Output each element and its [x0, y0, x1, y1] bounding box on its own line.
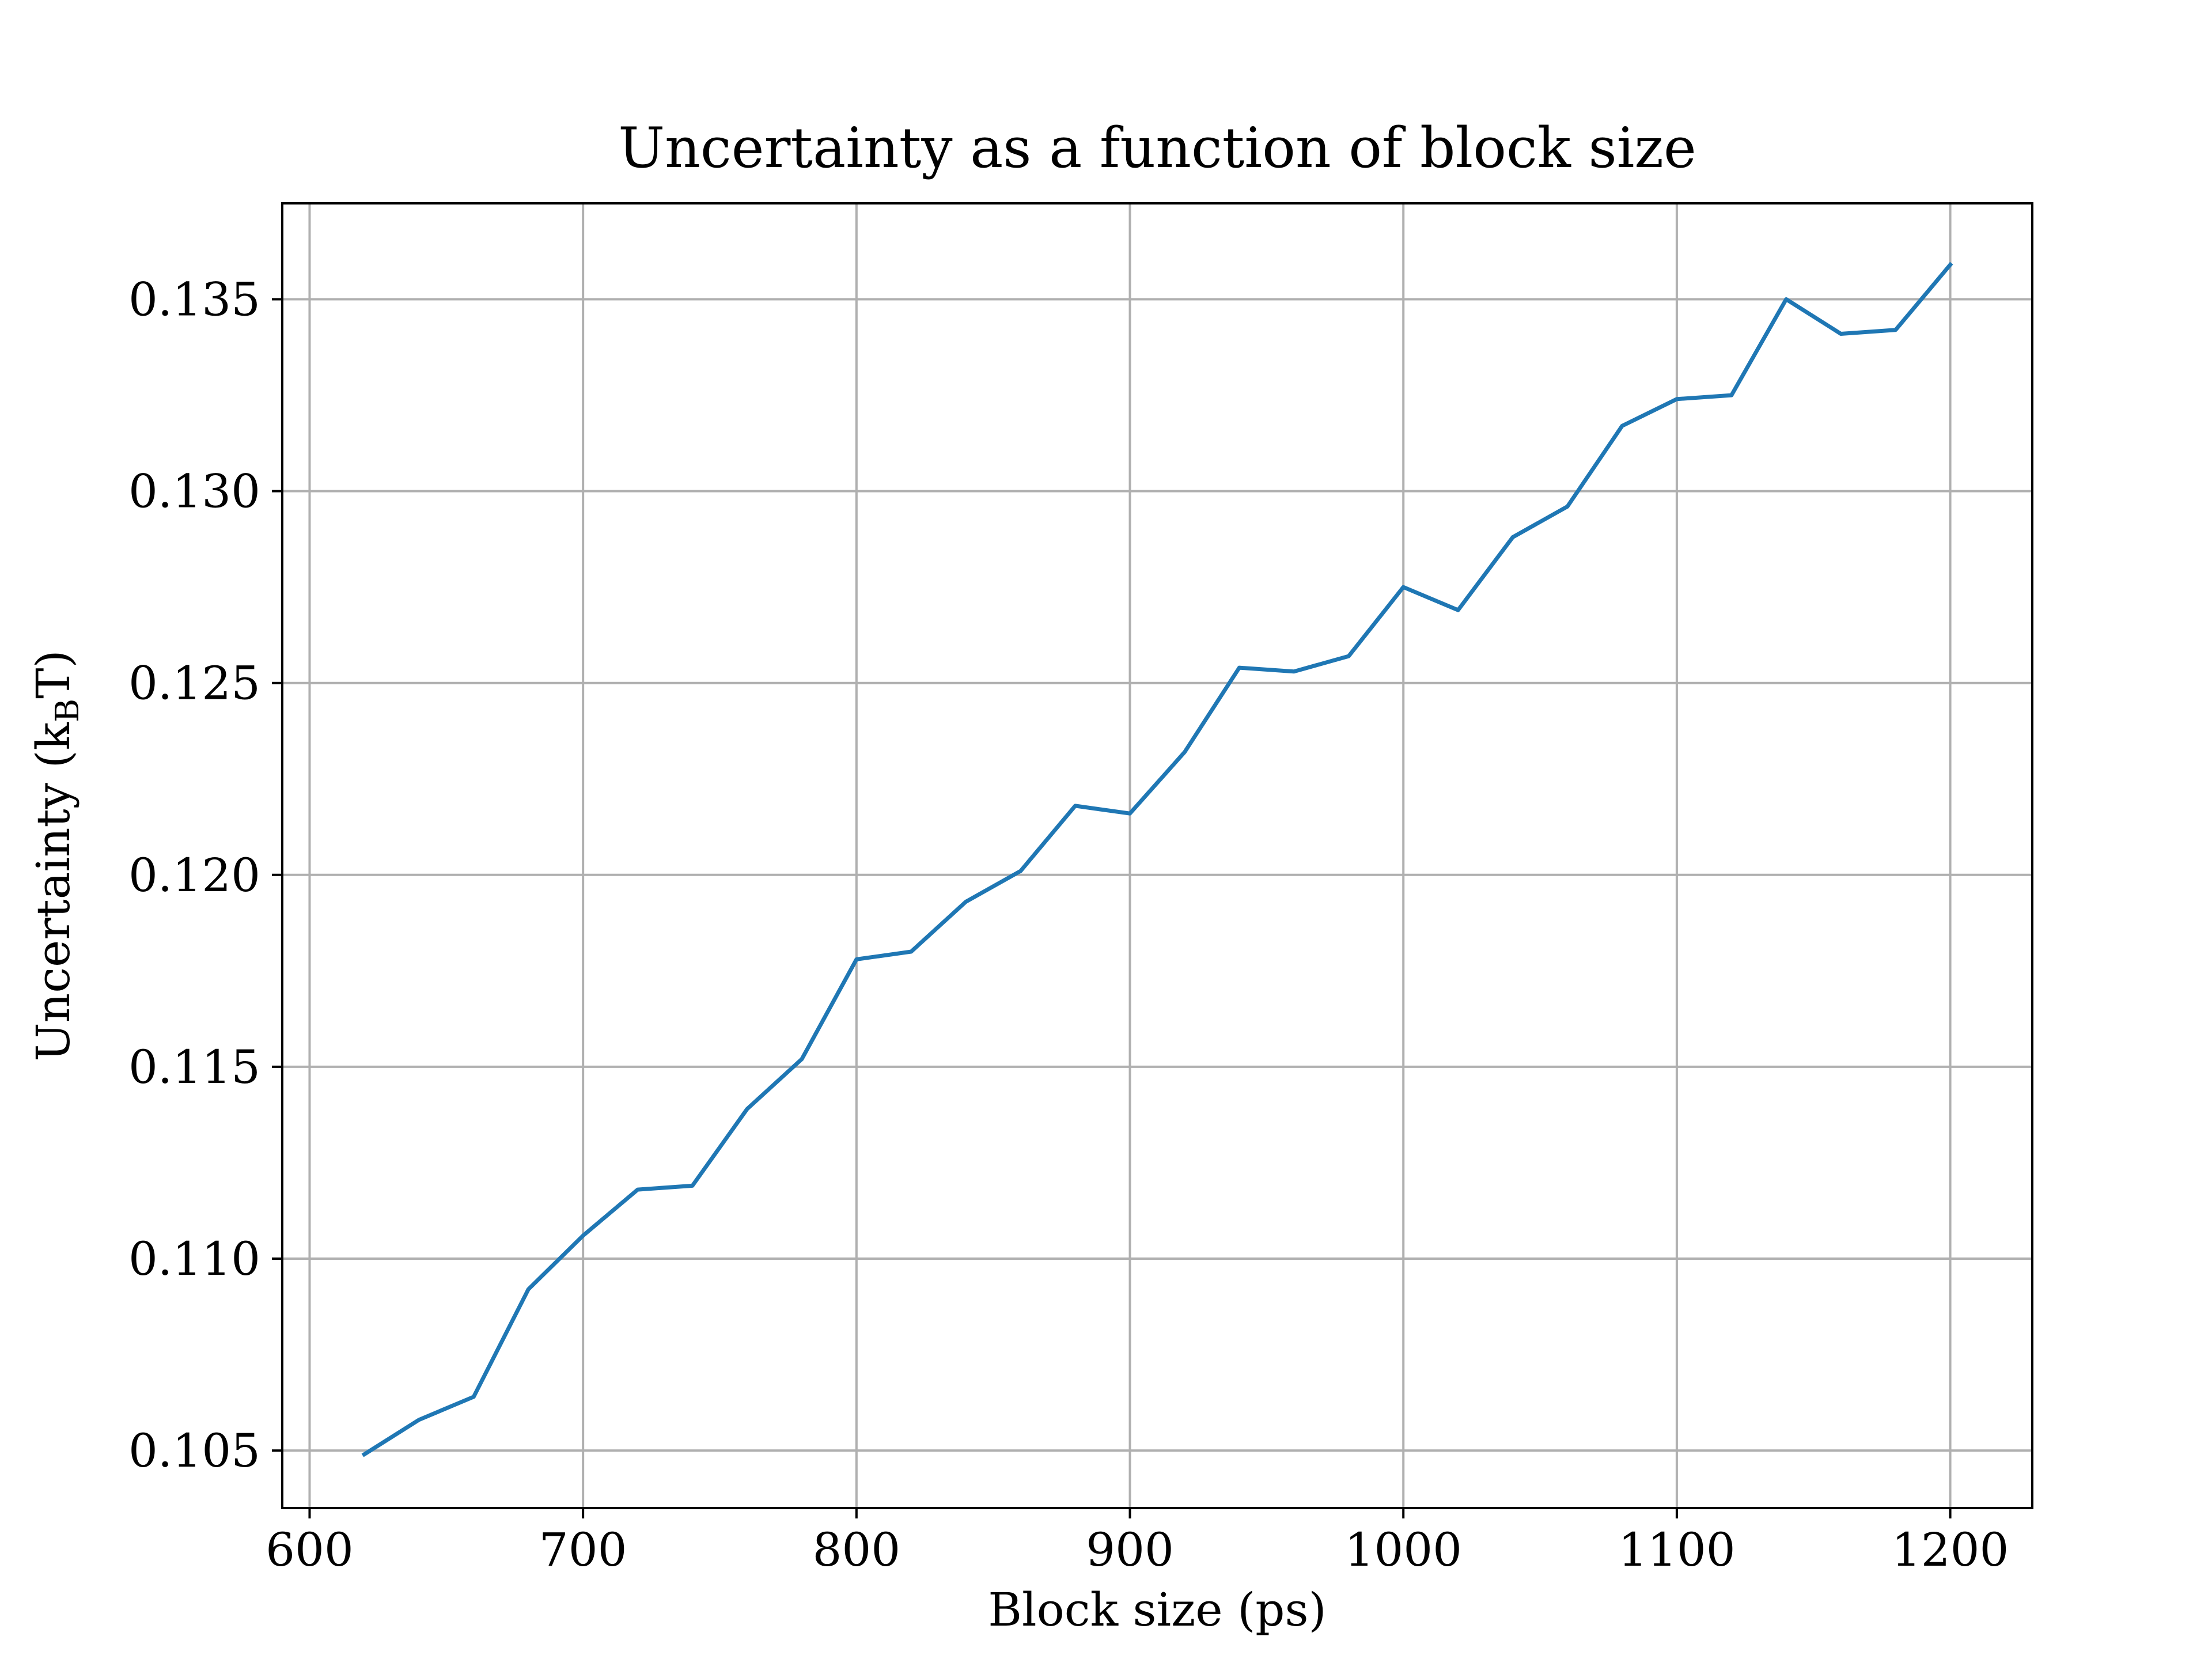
x-tick-label: 600: [266, 1523, 354, 1577]
series-line: [361, 262, 1953, 1457]
x-tick-label: 1100: [1618, 1523, 1736, 1577]
x-tick-label: 800: [812, 1523, 900, 1577]
y-tick-label: 0.120: [128, 849, 260, 902]
x-tick-label: 700: [539, 1523, 627, 1577]
plot-area-frame: [281, 202, 2033, 1509]
y-tick-label: 0.125: [128, 657, 260, 710]
x-tick-label: 900: [1086, 1523, 1174, 1577]
y-axis-label-prefix: Uncertainty (k: [26, 721, 80, 1061]
y-axis-label-suffix: T): [26, 650, 80, 699]
y-tick-label: 0.115: [128, 1040, 260, 1094]
chart-title: Uncertainty as a function of block size: [618, 116, 1696, 180]
series-layer: [361, 262, 1953, 1457]
y-axis-ticks: 0.105 0.110 0.115 0.120 0.125 0.130 0.135: [128, 273, 282, 1478]
x-axis-label: Block size (ps): [988, 1583, 1327, 1637]
y-axis-label-subscript: B: [49, 699, 86, 722]
y-tick-label: 0.110: [128, 1232, 260, 1286]
y-axis-label: Uncertainty (kBT): [26, 650, 86, 1061]
y-tick-label: 0.135: [128, 273, 260, 327]
x-axis-ticks: 600 700 800 900 1000 1100 1200: [266, 1508, 2009, 1577]
y-tick-label: 0.105: [128, 1424, 260, 1478]
y-tick-label: 0.130: [128, 465, 260, 518]
grid-lines: [282, 203, 2032, 1508]
x-tick-label: 1200: [1892, 1523, 2009, 1577]
x-tick-label: 1000: [1344, 1523, 1462, 1577]
